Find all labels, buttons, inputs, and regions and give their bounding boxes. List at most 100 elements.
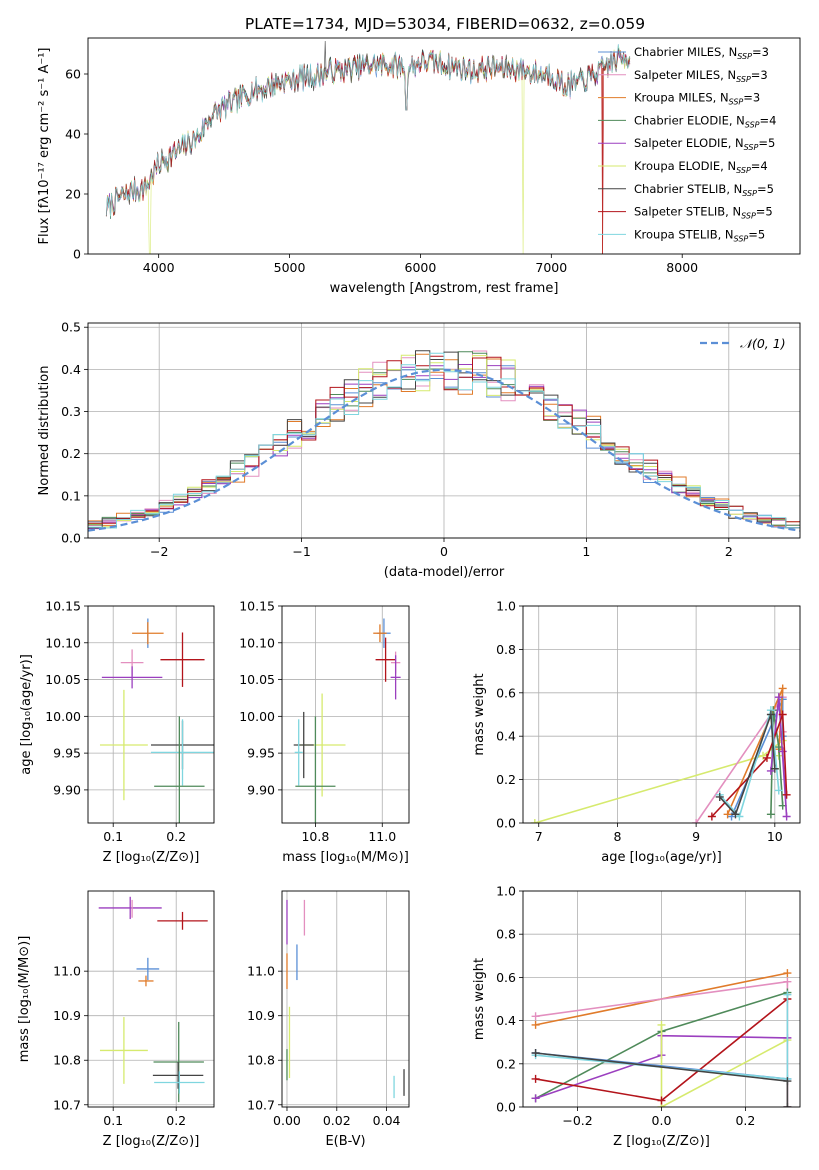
x-tick-label: 2 [725,544,733,559]
y-tick-label: 0.4 [496,1013,516,1028]
axes-frame [87,605,215,824]
y-tick-label: 0.0 [61,531,81,546]
axes-frame [87,890,215,1108]
weight-point-marker [715,792,724,801]
x-tick-label: 5000 [274,260,306,275]
x-tick-label: 0.04 [373,1113,401,1128]
x-tick-label: 1 [582,544,590,559]
x-axis-label: mass [log₁₀(M/M⊙)] [282,850,409,865]
y-tick-label: 1.0 [496,884,516,899]
y-tick-label: 10.00 [239,709,275,724]
x-axis-label: wavelength [Angstrom, rest frame] [330,281,559,296]
x-axis-label: age [log₁₀(age/yr)] [601,850,722,865]
weight-series-line [711,714,788,818]
plot-area [105,40,631,254]
weights-vs-age-panel: 7 8 9 10 0.0 0.2 0.4 0.6 0.8 1.0 age [log₁₀(age/yr… [472,599,801,865]
plot-area [99,618,214,823]
axes-frame [87,322,801,539]
x-tick-label: 7000 [535,260,567,275]
legend-entry: Chabrier STELIB, NSSP=5 [634,182,774,198]
weight-point-marker [531,1049,540,1057]
y-tick-label: 0.0 [496,1100,516,1115]
y-tick-label: 10.05 [239,672,275,687]
y-tick-label: 60 [65,67,81,82]
y-tick-label: 40 [65,127,81,142]
plot-area [88,350,800,532]
y-tick-label: 0.5 [61,320,81,335]
y-tick-label: 10.8 [247,1053,275,1068]
legend-entry: Chabrier MILES, NSSP=3 [634,45,769,61]
plot-area [98,896,208,1103]
x-axis-label: Z [log₁₀(Z/Z⊙)] [613,1134,710,1149]
y-tick-label: 0.3 [61,404,81,419]
y-tick-label: 0.8 [496,927,516,942]
y-tick-label: 10.9 [247,1008,275,1023]
x-tick-label: −0.2 [562,1113,592,1128]
x-tick-label: 7 [535,829,543,844]
weight-point-marker [531,1012,540,1021]
y-tick-label: 0.4 [496,729,516,744]
spectrum-line [105,50,631,217]
plot-area [530,684,791,823]
y-axis-label: mass weight [472,958,487,1040]
y-tick-label: 0.2 [496,772,516,787]
y-tick-label: 9.95 [247,746,275,761]
y-tick-label: 0.4 [61,362,81,377]
spectrum-panel: 4000 5000 6000 7000 8000 0 20 40 60 wavelength [A… [37,37,801,296]
spectrum-legend: Chabrier MILES, NSSP=3 Salpeter MILES, NS… [598,45,776,243]
weight-point-marker [783,990,792,999]
plot-area [531,969,792,1107]
axes-frame [87,37,801,255]
y-tick-label: 0.1 [61,488,81,503]
y-axis-label: Flux [fλ10⁻¹⁷ erg cm⁻² s⁻¹ A⁻¹] [37,48,52,245]
weight-point-marker [774,693,783,702]
weight-point-marker [762,753,771,762]
x-tick-label: 10 [767,829,783,844]
legend-entry: Salpeter STELIB, NSSP=5 [634,205,773,221]
y-axis-label: mass weight [472,673,487,755]
legend-entry: Kroupa ELODIE, NSSP=4 [634,159,768,175]
weight-point-marker [778,710,787,719]
weight-point-marker [783,977,792,986]
weight-point-marker [723,810,732,819]
mass-vs-Z-panel: 0.1 0.2 10.7 10.8 10.9 11.0 Z [log₁₀(Z/Z⊙)] mas… [17,890,215,1149]
x-tick-label: 0.2 [166,1113,186,1128]
weight-point-marker [766,810,775,819]
legend-entry: Salpeter MILES, NSSP=3 [634,68,768,84]
x-tick-label: 9 [692,829,700,844]
y-axis-label: mass [log₁₀(M/M⊙)] [17,936,32,1063]
weight-series-line [719,714,776,816]
y-tick-label: 10.8 [53,1053,81,1068]
weight-series-line [660,1024,788,1107]
axes-frame [522,605,801,824]
weight-point-marker [707,812,716,821]
y-tick-label: 10.10 [45,635,81,650]
y-tick-label: 10.10 [239,635,275,650]
x-tick-label: 4000 [143,260,175,275]
y-tick-label: 10.00 [45,709,81,724]
histogram-series [88,352,800,529]
y-axis-label: age [log₁₀(age/yr)] [19,654,34,775]
y-tick-label: 9.95 [53,746,81,761]
legend-entry: Kroupa STELIB, NSSP=5 [634,227,765,243]
weight-point-marker [774,786,783,795]
legend-entry: Salpeter ELODIE, NSSP=5 [634,136,775,152]
weights-vs-Z-panel: −0.2 0.0 0.2 0.0 0.2 0.4 0.6 0.8 1.0 Z [log₁₀(Z/Z… [472,884,801,1149]
y-axis-label: Normed distribution [37,366,52,496]
weight-point-marker [657,1020,666,1029]
y-tick-label: 10.9 [53,1008,81,1023]
x-tick-label: 0.02 [323,1113,351,1128]
legend-entry: 𝒩(0, 1) [740,336,786,351]
x-tick-label: 0.0 [652,1113,672,1128]
x-axis-label: (data-model)/error [384,565,505,580]
y-tick-label: 0.6 [496,970,516,985]
weight-series-line [719,709,780,819]
weight-point-marker [692,819,701,823]
y-tick-label: 11.0 [53,964,81,979]
weight-point-marker [783,1103,792,1107]
weight-point-marker [778,747,787,756]
x-tick-label: −2 [150,544,168,559]
weight-point-marker [657,1096,666,1105]
spectrum-line [105,43,631,217]
y-tick-label: 10.15 [239,599,275,614]
